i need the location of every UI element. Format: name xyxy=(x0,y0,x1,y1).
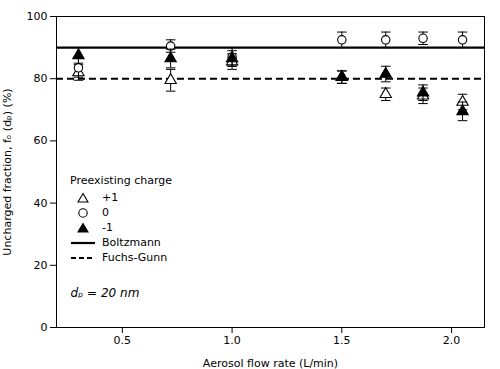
svg-text:100: 100 xyxy=(27,10,48,23)
svg-text:0.5: 0.5 xyxy=(114,334,132,347)
html-text:Fuchs-Gunn: Fuchs-Gunn xyxy=(102,251,168,264)
svg-text:40: 40 xyxy=(34,197,48,210)
svg-text:60: 60 xyxy=(34,134,48,147)
html-text:Preexisting charge: Preexisting charge xyxy=(70,174,172,187)
html-text:Boltzmann: Boltzmann xyxy=(102,236,161,249)
html-text:+1: +1 xyxy=(102,191,119,204)
svg-text:0: 0 xyxy=(41,321,48,334)
html-text:0: 0 xyxy=(102,206,109,219)
svg-text:1.0: 1.0 xyxy=(223,334,241,347)
svg-text:dₚ = 20 nm: dₚ = 20 nm xyxy=(71,286,140,300)
svg-text:2.0: 2.0 xyxy=(443,334,461,347)
svg-text:Aerosol flow rate (L/min): Aerosol flow rate (L/min) xyxy=(203,357,338,369)
svg-text:80: 80 xyxy=(34,72,48,85)
svg-text:Uncharged fraction, fₒ (dₚ) (%: Uncharged fraction, fₒ (dₚ) (%) xyxy=(1,88,14,255)
svg-text:1.5: 1.5 xyxy=(333,334,351,347)
html-text:-1: -1 xyxy=(102,221,113,234)
svg-text:20: 20 xyxy=(34,259,48,272)
